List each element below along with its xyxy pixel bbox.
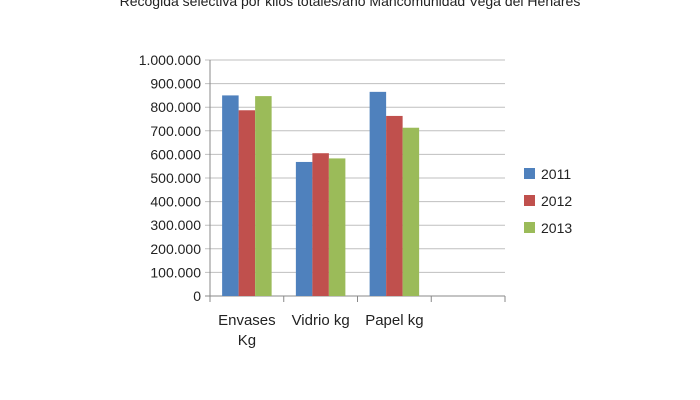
y-tick-label: 600.000 <box>150 146 201 162</box>
category-label: Vidrio kg <box>292 312 350 329</box>
y-tick-label: 200.000 <box>150 241 201 257</box>
legend-label: 2013 <box>541 220 572 236</box>
bar-2011 <box>295 161 313 296</box>
bar-2012 <box>386 115 403 296</box>
y-tick-label: 900.000 <box>150 76 201 92</box>
bar-2012 <box>312 153 329 296</box>
legend-label: 2011 <box>541 166 571 182</box>
legend-swatch-2013 <box>524 222 535 233</box>
y-tick-label: 400.000 <box>150 194 201 210</box>
bar-2011 <box>222 95 239 297</box>
y-tick-label: 300.000 <box>150 217 201 233</box>
y-tick-label: 100.000 <box>150 264 201 280</box>
bar-2013 <box>328 158 346 296</box>
bar-2012 <box>238 110 256 296</box>
chart-title: Recogida selectiva por kilos totales/año… <box>119 0 581 9</box>
category-label: Envases <box>218 312 276 329</box>
y-tick-label: 800.000 <box>150 99 201 115</box>
category-label: Kg <box>238 332 256 349</box>
y-tick-label: 0 <box>193 288 201 304</box>
legend-label: 2012 <box>541 193 572 209</box>
legend-swatch-2012 <box>524 195 535 206</box>
legend-swatch-2011 <box>524 168 535 179</box>
bar-2011 <box>369 91 387 296</box>
category-label: Papel kg <box>365 312 423 329</box>
bar-2013 <box>402 127 420 297</box>
y-tick-label: 700.000 <box>150 123 201 139</box>
bar-2013 <box>255 96 272 296</box>
y-tick-label: 500.000 <box>150 170 201 186</box>
y-tick-label: 1.000.000 <box>139 52 201 68</box>
